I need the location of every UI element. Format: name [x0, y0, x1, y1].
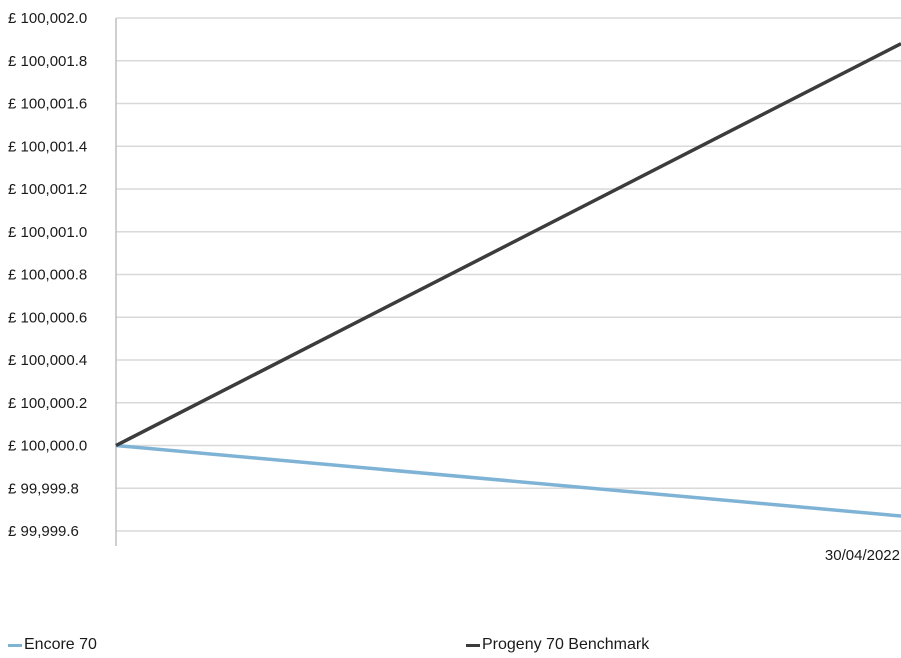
x-axis-tick-labels: 30/04/2022	[825, 547, 900, 564]
legend-item-progeny-70-benchmark: Progeny 70 Benchmark	[466, 636, 649, 654]
series-lines	[115, 42, 901, 518]
legend-swatch-encore-70	[8, 643, 22, 647]
series-line-encore-70	[115, 443, 901, 518]
legend-label-progeny-70-benchmark: Progeny 70 Benchmark	[482, 636, 650, 653]
y-tick-label: £ 100,001.6	[8, 96, 87, 113]
y-tick-label: £ 100,001.8	[8, 53, 87, 70]
y-tick-label: £ 100,001.4	[8, 138, 87, 155]
y-tick-label: £ 100,000.8	[8, 267, 87, 284]
gridlines	[116, 17, 901, 532]
series-line-progeny-70-benchmark	[115, 42, 901, 448]
y-tick-label: £ 100,001.2	[8, 181, 87, 198]
legend-label-encore-70: Encore 70	[24, 636, 97, 653]
y-tick-label: £ 100,001.0	[8, 224, 87, 241]
y-tick-label: £ 100,000.6	[8, 309, 87, 326]
x-tick-label: 30/04/2022	[825, 547, 900, 564]
y-tick-label: £ 100,000.0	[8, 438, 87, 455]
y-tick-label: £ 99,999.6	[8, 523, 79, 540]
y-tick-label: £ 100,002.0	[8, 10, 87, 27]
y-tick-label: £ 99,999.8	[8, 480, 79, 497]
legend-item-encore-70: Encore 70	[8, 636, 97, 654]
legend-swatch-progeny-70-benchmark	[466, 643, 480, 647]
y-axis-tick-labels: £ 100,002.0 £ 100,001.8 £ 100,001.6 £ 100,0…	[8, 10, 87, 540]
y-tick-label: £ 100,000.4	[8, 352, 87, 369]
y-tick-label: £ 100,000.2	[8, 395, 87, 412]
